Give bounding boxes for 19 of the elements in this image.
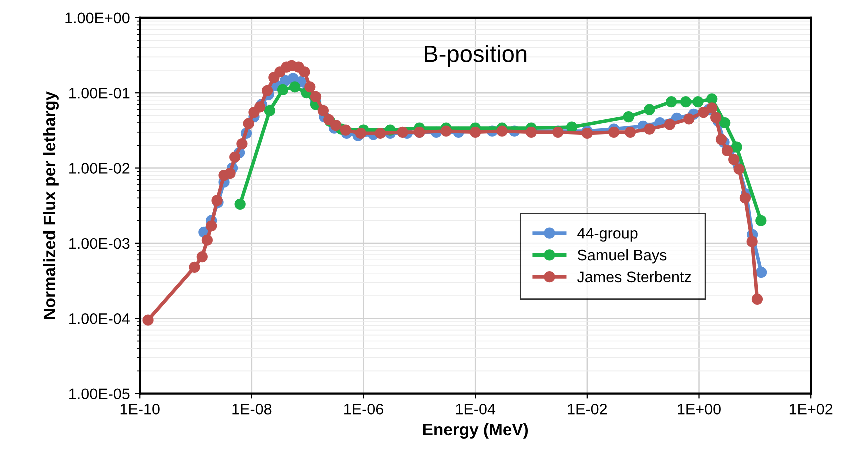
x-tick-label: 1E+00 bbox=[678, 404, 721, 415]
y-tick-label: 1.00E-02 bbox=[70, 163, 130, 174]
x-tick-label: 1E-04 bbox=[456, 404, 496, 415]
text: B-position bbox=[425, 45, 527, 68]
y-tick-label: 1.00E-01 bbox=[70, 88, 130, 99]
y-tick-label: 1.00E-03 bbox=[70, 238, 130, 250]
legend-label: James Sterbentz bbox=[577, 271, 692, 283]
x-tick-label: 1E-02 bbox=[568, 404, 608, 415]
y-tick-label: 1.00E-05 bbox=[70, 388, 130, 400]
legend-label: Samuel Bays bbox=[578, 249, 667, 264]
x-axis-title: Energy (MeV) bbox=[423, 423, 528, 439]
legend-label: 44-group bbox=[578, 228, 638, 242]
y-axis-title: Normalized Flux per lethargy bbox=[43, 92, 59, 320]
y-tick-label: 1.00E-04 bbox=[70, 314, 130, 324]
y-tick-label: 1.00E+00 bbox=[66, 12, 130, 24]
x-tick-label: 1E-06 bbox=[344, 404, 384, 415]
x-tick-label: 1E+02 bbox=[790, 404, 833, 415]
x-tick-label: 1E-08 bbox=[232, 404, 272, 415]
x-tick-label: 1E-10 bbox=[120, 404, 160, 415]
